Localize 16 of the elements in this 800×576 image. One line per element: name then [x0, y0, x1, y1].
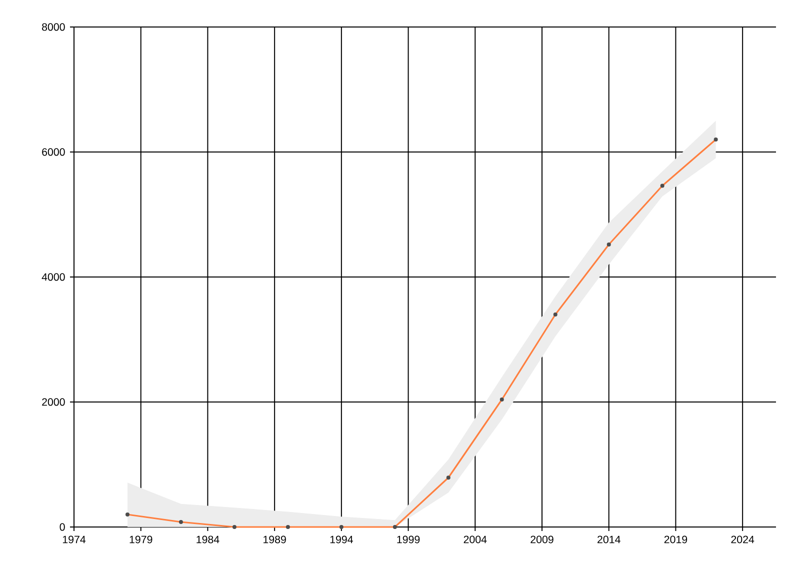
x-tick-label: 1984	[196, 536, 220, 544]
x-tick-label: 2004	[464, 536, 487, 544]
x-tick-label: 2014	[598, 536, 620, 544]
x-tick-label: 2019	[664, 536, 688, 544]
y-tick-label: 4000	[42, 273, 65, 281]
x-tick-label: 1999	[397, 536, 420, 544]
x-tick-label: 1989	[264, 536, 286, 544]
x-tick-label: 1994	[330, 536, 353, 544]
x-tick-label: 1979	[130, 536, 152, 544]
x-tick-label: 2009	[530, 536, 554, 544]
y-tick-label: 0	[60, 523, 65, 531]
y-tick-label: 8000	[42, 23, 65, 31]
y-tick-label: 2000	[42, 398, 65, 406]
y-tick-label: 6000	[42, 148, 65, 156]
x-tick-label: 2024	[731, 536, 754, 544]
x-tick-label: 1974	[62, 536, 86, 544]
